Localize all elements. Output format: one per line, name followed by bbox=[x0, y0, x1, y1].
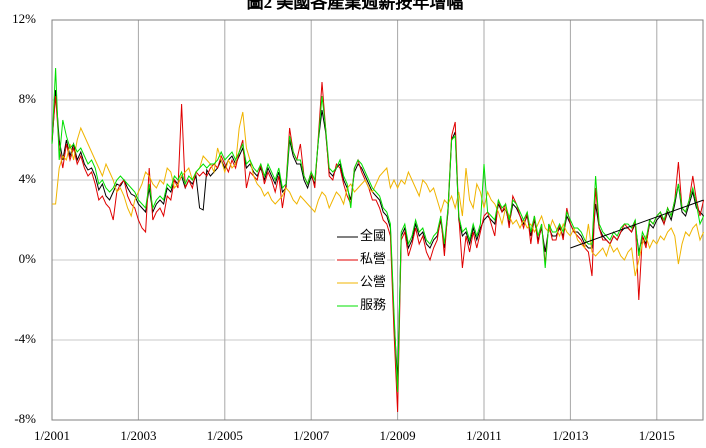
x-tick-label: 1/2013 bbox=[552, 428, 588, 443]
legend-bg bbox=[335, 296, 387, 317]
series-line bbox=[51, 67, 705, 393]
chart-title: 圖2 美國各產業週薪按年增幅 bbox=[247, 0, 464, 12]
trend-line bbox=[570, 199, 704, 249]
y-tick-label: -4% bbox=[14, 331, 36, 346]
y-tick-label: 12% bbox=[12, 11, 36, 26]
x-tick-label: 1/2011 bbox=[466, 428, 502, 443]
y-tick-label: -8% bbox=[14, 411, 36, 426]
x-tick-label: 1/2003 bbox=[120, 428, 156, 443]
y-tick-label: 4% bbox=[19, 171, 37, 186]
x-tick-label: 1/2007 bbox=[293, 428, 330, 443]
x-tick-label: 1/2009 bbox=[380, 428, 416, 443]
legend-label: 全國 bbox=[360, 228, 386, 243]
legend-label: 公營 bbox=[360, 274, 386, 289]
legend-bg bbox=[335, 250, 387, 271]
y-tick-label: 8% bbox=[19, 91, 37, 106]
plot-frame bbox=[51, 19, 704, 421]
legend-label: 私營 bbox=[360, 251, 386, 266]
legend-bg bbox=[335, 227, 387, 248]
legend-label: 服務 bbox=[360, 297, 386, 312]
series-line bbox=[51, 81, 705, 413]
x-tick-label: 1/2001 bbox=[34, 428, 70, 443]
legend-bg bbox=[335, 273, 387, 294]
x-tick-label: 1/2005 bbox=[207, 428, 243, 443]
series-line bbox=[52, 111, 705, 277]
x-tick-label: 1/2015 bbox=[639, 428, 675, 443]
y-tick-label: 0% bbox=[19, 251, 37, 266]
